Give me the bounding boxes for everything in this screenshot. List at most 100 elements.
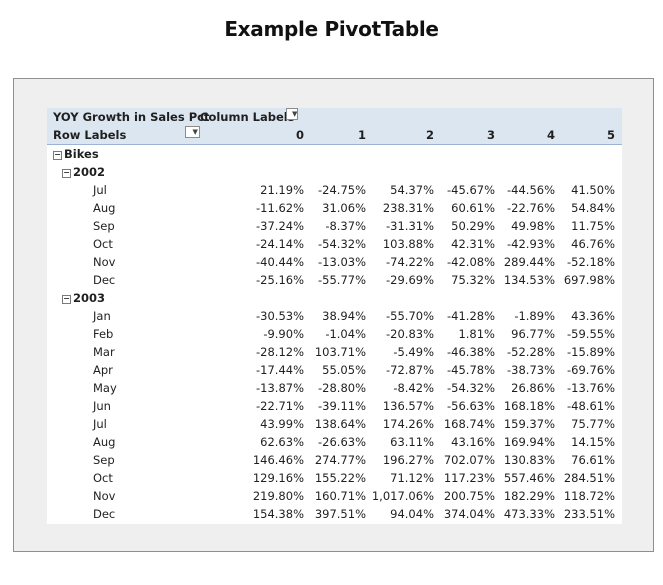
value-cell[interactable]: 60.61% xyxy=(451,201,495,215)
value-cell[interactable]: -22.76% xyxy=(507,201,555,215)
value-cell[interactable]: -40.44% xyxy=(256,255,304,269)
value-cell[interactable]: -17.44% xyxy=(256,363,304,377)
value-cell[interactable]: 103.71% xyxy=(314,345,366,359)
column-filter-button[interactable]: ▼ xyxy=(286,108,298,120)
value-cell[interactable]: -37.24% xyxy=(256,219,304,233)
value-cell[interactable]: -52.18% xyxy=(567,255,615,269)
value-cell[interactable]: -13.87% xyxy=(256,381,304,395)
value-cell[interactable]: -31.31% xyxy=(386,219,434,233)
value-cell[interactable]: 43.16% xyxy=(451,435,495,449)
value-cell[interactable]: 473.33% xyxy=(503,507,555,521)
value-cell[interactable]: 289.44% xyxy=(503,255,555,269)
value-cell[interactable]: 76.61% xyxy=(571,453,615,467)
value-cell[interactable]: -25.16% xyxy=(256,273,304,287)
value-cell[interactable]: -1.89% xyxy=(514,309,555,323)
value-cell[interactable]: -48.61% xyxy=(567,399,615,413)
value-cell[interactable]: 49.98% xyxy=(511,219,555,233)
value-cell[interactable]: 154.38% xyxy=(252,507,304,521)
value-cell[interactable]: -8.42% xyxy=(393,381,434,395)
value-cell[interactable]: 174.26% xyxy=(382,417,434,431)
value-cell[interactable]: -13.76% xyxy=(567,381,615,395)
value-cell[interactable]: 54.37% xyxy=(390,183,434,197)
value-cell[interactable]: 134.53% xyxy=(503,273,555,287)
value-cell[interactable]: 21.19% xyxy=(260,183,304,197)
value-cell[interactable]: -1.04% xyxy=(325,327,366,341)
value-cell[interactable]: 46.76% xyxy=(571,237,615,251)
value-cell[interactable]: -28.80% xyxy=(318,381,366,395)
value-cell[interactable]: -41.28% xyxy=(447,309,495,323)
collapse-minus-icon[interactable]: − xyxy=(62,294,71,304)
value-cell[interactable]: -11.62% xyxy=(256,201,304,215)
value-cell[interactable]: 96.77% xyxy=(511,327,555,341)
value-cell[interactable]: 50.29% xyxy=(451,219,495,233)
value-cell[interactable]: 155.22% xyxy=(314,471,366,485)
value-cell[interactable]: -8.37% xyxy=(325,219,366,233)
value-cell[interactable]: -38.73% xyxy=(507,363,555,377)
value-cell[interactable]: 182.29% xyxy=(503,489,555,503)
value-cell[interactable]: 219.80% xyxy=(252,489,304,503)
value-cell[interactable]: 159.37% xyxy=(503,417,555,431)
value-cell[interactable]: 55.05% xyxy=(322,363,366,377)
value-cell[interactable]: -55.70% xyxy=(386,309,434,323)
value-cell[interactable]: -45.67% xyxy=(447,183,495,197)
value-cell[interactable]: 138.64% xyxy=(314,417,366,431)
value-cell[interactable]: -44.56% xyxy=(507,183,555,197)
value-cell[interactable]: -24.75% xyxy=(318,183,366,197)
value-cell[interactable]: 146.46% xyxy=(252,453,304,467)
value-cell[interactable]: 75.32% xyxy=(451,273,495,287)
value-cell[interactable]: -45.78% xyxy=(447,363,495,377)
value-cell[interactable]: -29.69% xyxy=(386,273,434,287)
value-cell[interactable]: 238.31% xyxy=(382,201,434,215)
value-cell[interactable]: -28.12% xyxy=(256,345,304,359)
value-cell[interactable]: 43.99% xyxy=(260,417,304,431)
value-cell[interactable]: 136.57% xyxy=(382,399,434,413)
value-cell[interactable]: 130.83% xyxy=(503,453,555,467)
value-cell[interactable]: 75.77% xyxy=(571,417,615,431)
value-cell[interactable]: -59.55% xyxy=(567,327,615,341)
value-cell[interactable]: 71.12% xyxy=(390,471,434,485)
value-cell[interactable]: -42.93% xyxy=(507,237,555,251)
value-cell[interactable]: 117.23% xyxy=(443,471,495,485)
value-cell[interactable]: -46.38% xyxy=(447,345,495,359)
value-cell[interactable]: 43.36% xyxy=(571,309,615,323)
value-cell[interactable]: 38.94% xyxy=(322,309,366,323)
value-cell[interactable]: -20.83% xyxy=(386,327,434,341)
value-cell[interactable]: 63.11% xyxy=(390,435,434,449)
value-cell[interactable]: 129.16% xyxy=(252,471,304,485)
value-cell[interactable]: 233.51% xyxy=(563,507,615,521)
value-cell[interactable]: 1,017.06% xyxy=(371,489,434,503)
value-cell[interactable]: -55.77% xyxy=(318,273,366,287)
value-cell[interactable]: -24.14% xyxy=(256,237,304,251)
value-cell[interactable]: -13.03% xyxy=(318,255,366,269)
value-cell[interactable]: 94.04% xyxy=(390,507,434,521)
value-cell[interactable]: 1.81% xyxy=(458,327,495,341)
value-cell[interactable]: 118.72% xyxy=(563,489,615,503)
value-cell[interactable]: -72.87% xyxy=(386,363,434,377)
value-cell[interactable]: 374.04% xyxy=(443,507,495,521)
collapse-minus-icon[interactable]: − xyxy=(53,150,62,160)
value-cell[interactable]: -5.49% xyxy=(393,345,434,359)
value-cell[interactable]: 169.94% xyxy=(503,435,555,449)
value-cell[interactable]: 697.98% xyxy=(563,273,615,287)
value-cell[interactable]: 42.31% xyxy=(451,237,495,251)
value-cell[interactable]: 41.50% xyxy=(571,183,615,197)
value-cell[interactable]: 11.75% xyxy=(571,219,615,233)
value-cell[interactable]: -69.76% xyxy=(567,363,615,377)
value-cell[interactable]: -74.22% xyxy=(386,255,434,269)
value-cell[interactable]: 274.77% xyxy=(314,453,366,467)
value-cell[interactable]: 397.51% xyxy=(314,507,366,521)
value-cell[interactable]: 103.88% xyxy=(382,237,434,251)
value-cell[interactable]: 168.18% xyxy=(503,399,555,413)
value-cell[interactable]: -54.32% xyxy=(447,381,495,395)
value-cell[interactable]: 54.84% xyxy=(571,201,615,215)
value-cell[interactable]: -54.32% xyxy=(318,237,366,251)
value-cell[interactable]: -30.53% xyxy=(256,309,304,323)
value-cell[interactable]: 160.71% xyxy=(314,489,366,503)
value-cell[interactable]: -22.71% xyxy=(256,399,304,413)
value-cell[interactable]: 14.15% xyxy=(571,435,615,449)
value-cell[interactable]: 284.51% xyxy=(563,471,615,485)
value-cell[interactable]: -9.90% xyxy=(263,327,304,341)
value-cell[interactable]: -42.08% xyxy=(447,255,495,269)
value-cell[interactable]: -39.11% xyxy=(318,399,366,413)
value-cell[interactable]: 62.63% xyxy=(260,435,304,449)
